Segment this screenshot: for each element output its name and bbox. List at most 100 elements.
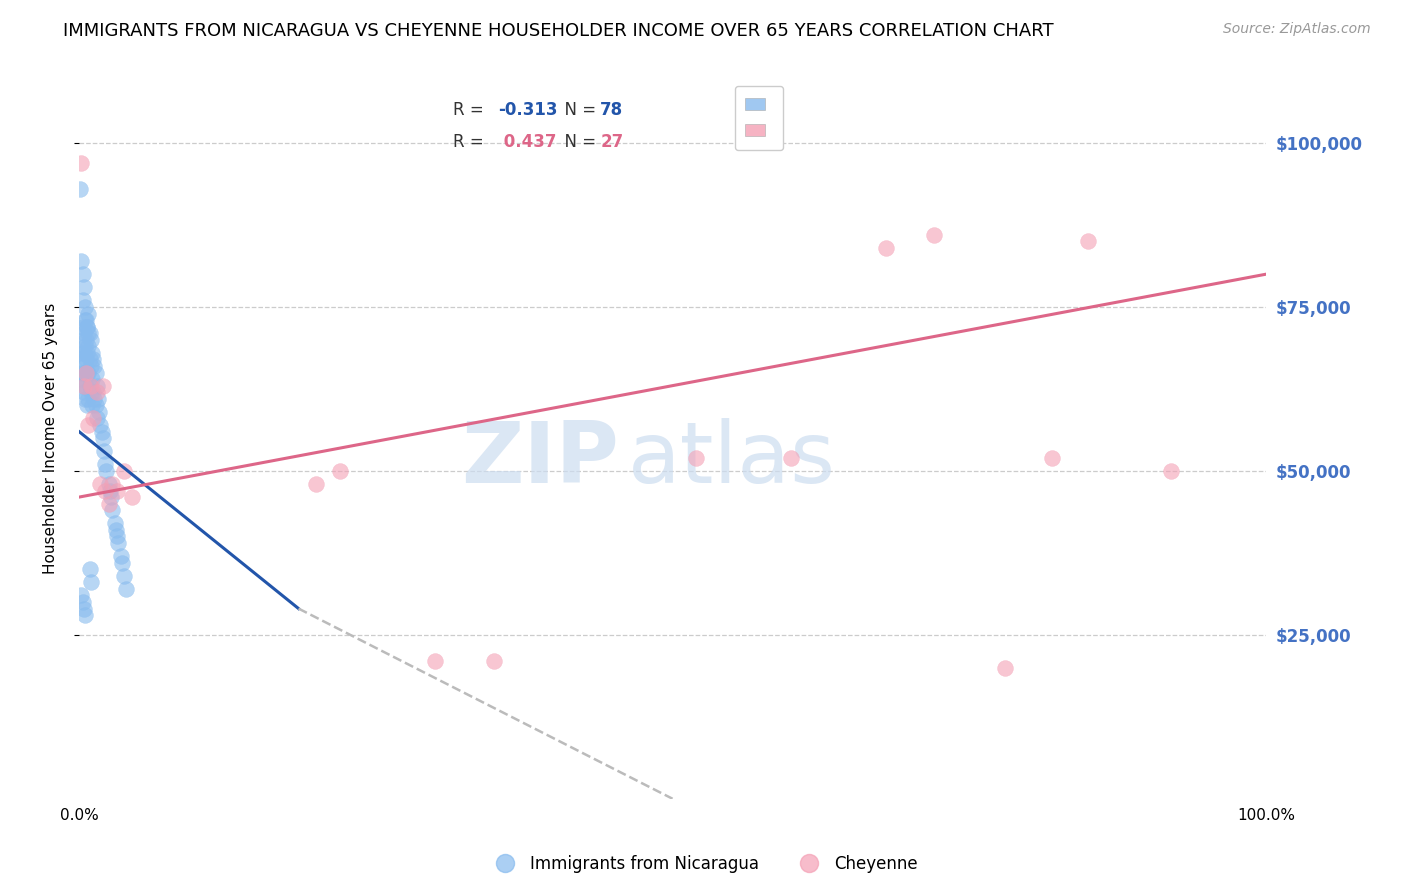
Point: [685, 450, 707, 465]
Point: [72, 333, 94, 347]
Point: [110, 549, 132, 563]
Point: [103, 516, 125, 531]
Point: [73, 392, 96, 406]
Point: [80, 372, 103, 386]
Point: [72, 293, 94, 308]
Point: [111, 556, 134, 570]
Point: [73, 280, 96, 294]
Point: [73, 326, 96, 341]
Point: [77, 339, 100, 353]
Point: [80, 333, 103, 347]
Point: [484, 654, 506, 668]
Point: [79, 378, 101, 392]
Point: [84, 398, 107, 412]
Point: [97, 477, 120, 491]
Point: [79, 562, 101, 576]
Point: [83, 392, 105, 406]
Point: [76, 319, 98, 334]
Point: [1077, 235, 1099, 249]
Point: [112, 464, 135, 478]
Text: N =: N =: [554, 134, 602, 152]
Point: [112, 569, 135, 583]
Point: [97, 497, 120, 511]
Point: [73, 339, 96, 353]
Text: IMMIGRANTS FROM NICARAGUA VS CHEYENNE HOUSEHOLDER INCOME OVER 65 YEARS CORRELATI: IMMIGRANTS FROM NICARAGUA VS CHEYENNE HO…: [63, 22, 1054, 40]
Point: [73, 378, 96, 392]
Point: [70, 589, 93, 603]
Point: [89, 405, 111, 419]
Point: [89, 477, 111, 491]
Point: [94, 483, 117, 498]
Point: [80, 398, 103, 412]
Point: [84, 366, 107, 380]
Point: [73, 385, 96, 400]
Point: [70, 254, 93, 268]
Point: [98, 483, 121, 498]
Point: [76, 319, 98, 334]
Point: [423, 654, 446, 668]
Point: [80, 385, 103, 400]
Point: [922, 227, 945, 242]
Point: [69, 182, 91, 196]
Point: [80, 378, 103, 392]
Point: [72, 319, 94, 334]
Point: [69, 346, 91, 360]
Point: [70, 372, 93, 386]
Point: [86, 411, 108, 425]
Point: [73, 601, 96, 615]
Point: [93, 444, 115, 458]
Text: 0.437: 0.437: [498, 134, 557, 152]
Text: -0.313: -0.313: [498, 101, 558, 119]
Point: [76, 346, 98, 360]
Y-axis label: Householder Income Over 65 years: Householder Income Over 65 years: [44, 302, 58, 574]
Point: [77, 392, 100, 406]
Point: [75, 352, 97, 367]
Point: [994, 660, 1017, 674]
Point: [105, 529, 128, 543]
Point: [780, 450, 803, 465]
Point: [86, 385, 108, 400]
Point: [305, 477, 328, 491]
Point: [329, 464, 352, 478]
Point: [73, 366, 96, 380]
Point: [86, 378, 108, 392]
Point: [87, 392, 110, 406]
Text: N =: N =: [554, 101, 602, 119]
Point: [80, 346, 103, 360]
Point: [75, 366, 97, 380]
Point: [115, 582, 138, 596]
Text: 78: 78: [600, 101, 623, 119]
Point: [75, 378, 97, 392]
Point: [875, 241, 897, 255]
Point: [80, 359, 103, 373]
Point: [83, 359, 105, 373]
Point: [90, 425, 112, 439]
Text: ZIP: ZIP: [461, 418, 619, 501]
Text: 27: 27: [600, 134, 623, 152]
Point: [89, 417, 111, 432]
Point: [101, 503, 124, 517]
Legend: Immigrants from Nicaragua, Cheyenne: Immigrants from Nicaragua, Cheyenne: [482, 848, 924, 880]
Point: [82, 411, 104, 425]
Text: Source: ZipAtlas.com: Source: ZipAtlas.com: [1223, 22, 1371, 37]
Text: R =: R =: [453, 101, 489, 119]
Point: [75, 333, 97, 347]
Point: [73, 359, 96, 373]
Point: [77, 417, 100, 432]
Point: [121, 490, 143, 504]
Point: [91, 378, 114, 392]
Point: [72, 267, 94, 281]
Point: [79, 352, 101, 367]
Point: [1160, 464, 1182, 478]
Point: [77, 306, 100, 320]
Point: [76, 398, 98, 412]
Point: [70, 352, 93, 367]
Point: [73, 313, 96, 327]
Legend: , : ,: [734, 86, 783, 150]
Point: [1042, 450, 1064, 465]
Text: R =: R =: [453, 134, 489, 152]
Point: [94, 458, 117, 472]
Point: [91, 431, 114, 445]
Point: [73, 300, 96, 314]
Point: [101, 477, 124, 491]
